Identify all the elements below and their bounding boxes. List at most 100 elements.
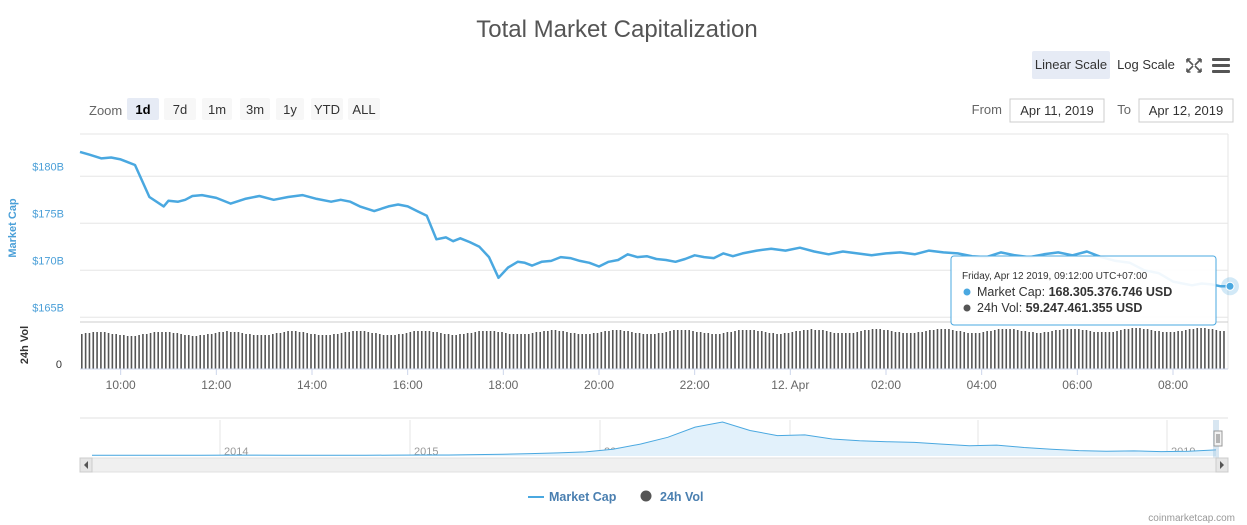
- volume-bar: [291, 331, 293, 369]
- volume-bar: [367, 332, 370, 369]
- volume-bar: [1089, 331, 1092, 369]
- menu-icon[interactable]: [1212, 58, 1230, 73]
- legend-item-24h-vol[interactable]: 24h Vol: [640, 490, 704, 504]
- volume-bar: [272, 334, 274, 369]
- volume-bar: [321, 335, 324, 369]
- volume-bar: [982, 332, 985, 369]
- volume-bar: [119, 335, 121, 369]
- volume-bar: [138, 335, 140, 369]
- volume-bar: [692, 331, 694, 369]
- volume-bar: [726, 332, 729, 369]
- volume-bar: [1112, 332, 1114, 369]
- volume-bar: [466, 333, 469, 369]
- volume-bar: [566, 332, 568, 369]
- volume-bar: [1070, 329, 1072, 369]
- zoom-button-1y[interactable]: [276, 98, 304, 120]
- volume-bar: [772, 333, 775, 369]
- volume-bar: [386, 335, 389, 369]
- volume-bar: [191, 336, 194, 369]
- volume-bar: [1219, 331, 1221, 369]
- to-date-input[interactable]: [1138, 98, 1234, 123]
- zoom-button-1m[interactable]: [202, 98, 232, 120]
- volume-bar: [451, 335, 454, 369]
- volume-bar: [88, 333, 91, 369]
- volume-bar: [1211, 329, 1214, 369]
- from-date-input[interactable]: [1009, 98, 1105, 123]
- volume-bar: [810, 329, 813, 369]
- volume-bar: [424, 331, 427, 369]
- zoom-button-1d[interactable]: [127, 98, 159, 120]
- legend-item-market-cap[interactable]: Market Cap: [528, 490, 617, 504]
- volume-bar: [1200, 328, 1202, 369]
- volume-bar: [906, 333, 908, 369]
- volume-bar: [871, 329, 874, 369]
- volume-bar: [474, 332, 477, 369]
- volume-bar: [409, 332, 412, 369]
- tooltip-24h-vol: 24h Vol: 59.247.461.355 USD: [977, 301, 1142, 315]
- volume-bar: [707, 333, 710, 369]
- scrollbar-track[interactable]: [79, 457, 1229, 473]
- fullscreen-icon[interactable]: [1186, 58, 1202, 73]
- volume-bar: [883, 330, 885, 369]
- volume-bar: [401, 334, 404, 369]
- volume-bar: [757, 331, 759, 369]
- volume-bar: [359, 331, 362, 369]
- log-scale-button[interactable]: Log Scale: [1117, 57, 1175, 72]
- volume-bar: [673, 330, 675, 369]
- volume-bar: [1123, 329, 1126, 369]
- zoom-button-7d[interactable]: [164, 98, 196, 120]
- volume-bar: [229, 332, 232, 369]
- volume-bar: [867, 330, 870, 369]
- volume-bar: [1215, 330, 1218, 369]
- linear-scale-button[interactable]: [1032, 51, 1110, 79]
- volume-bar: [463, 334, 465, 369]
- tooltip-market-cap: Market Cap: 168.305.376.746 USD: [977, 285, 1172, 299]
- volume-bar: [623, 331, 626, 369]
- zoom-button-3m[interactable]: [240, 98, 270, 120]
- volume-bar: [837, 333, 839, 369]
- volume-bar: [646, 334, 648, 369]
- volume-bar: [776, 334, 778, 369]
- zoom-button-all[interactable]: [348, 98, 380, 120]
- legend-label-24h-vol: 24h Vol: [660, 490, 704, 504]
- scrollbar[interactable]: [79, 457, 1229, 473]
- volume-bar: [1207, 329, 1210, 369]
- volume-bar: [1146, 329, 1149, 369]
- volume-bar: [394, 335, 396, 369]
- zoom-button-ytd[interactable]: [311, 98, 343, 120]
- volume-bar: [1223, 331, 1225, 369]
- to-date-value: Apr 12, 2019: [1149, 103, 1223, 118]
- volume-bar: [921, 332, 923, 369]
- volume-bar: [592, 333, 595, 369]
- volume-bar: [96, 332, 98, 369]
- credit-link[interactable]: coinmarketcap.com: [1148, 513, 1235, 524]
- volume-bar: [608, 331, 610, 369]
- volume-bar: [1177, 331, 1179, 369]
- volume-bar: [741, 330, 744, 369]
- volume-bar: [184, 335, 186, 369]
- y-tick-label: $165B: [32, 302, 64, 314]
- x-axis-ticks: 10:00 12:00 14:00 16:00 18:00 20:00 22:00 12. A…: [106, 369, 1188, 392]
- volume-bar: [554, 330, 557, 369]
- zoom-label-1d: 1d: [135, 102, 150, 117]
- volume-bar: [959, 331, 962, 369]
- volume-bar: [894, 332, 897, 369]
- volume-bar: [543, 331, 545, 369]
- volume-bar: [1196, 328, 1199, 369]
- navigator-handle[interactable]: [1213, 430, 1223, 447]
- volume-bar: [84, 333, 87, 369]
- zoom-label-ytd: YTD: [314, 102, 340, 117]
- volume-bar: [222, 332, 224, 369]
- x-tick-label: 06:00: [1062, 378, 1092, 392]
- volume-bar: [684, 330, 687, 369]
- volume-bar: [482, 331, 484, 369]
- volume-bar: [485, 331, 488, 369]
- volume-bar: [440, 333, 442, 369]
- volume-bar: [753, 330, 755, 369]
- volume-bar: [1043, 332, 1046, 369]
- volume-bar: [1001, 329, 1004, 369]
- volume-bar: [1020, 331, 1023, 369]
- volume-bar: [806, 330, 809, 369]
- volume-bar: [371, 333, 373, 369]
- volume-bar: [650, 334, 652, 369]
